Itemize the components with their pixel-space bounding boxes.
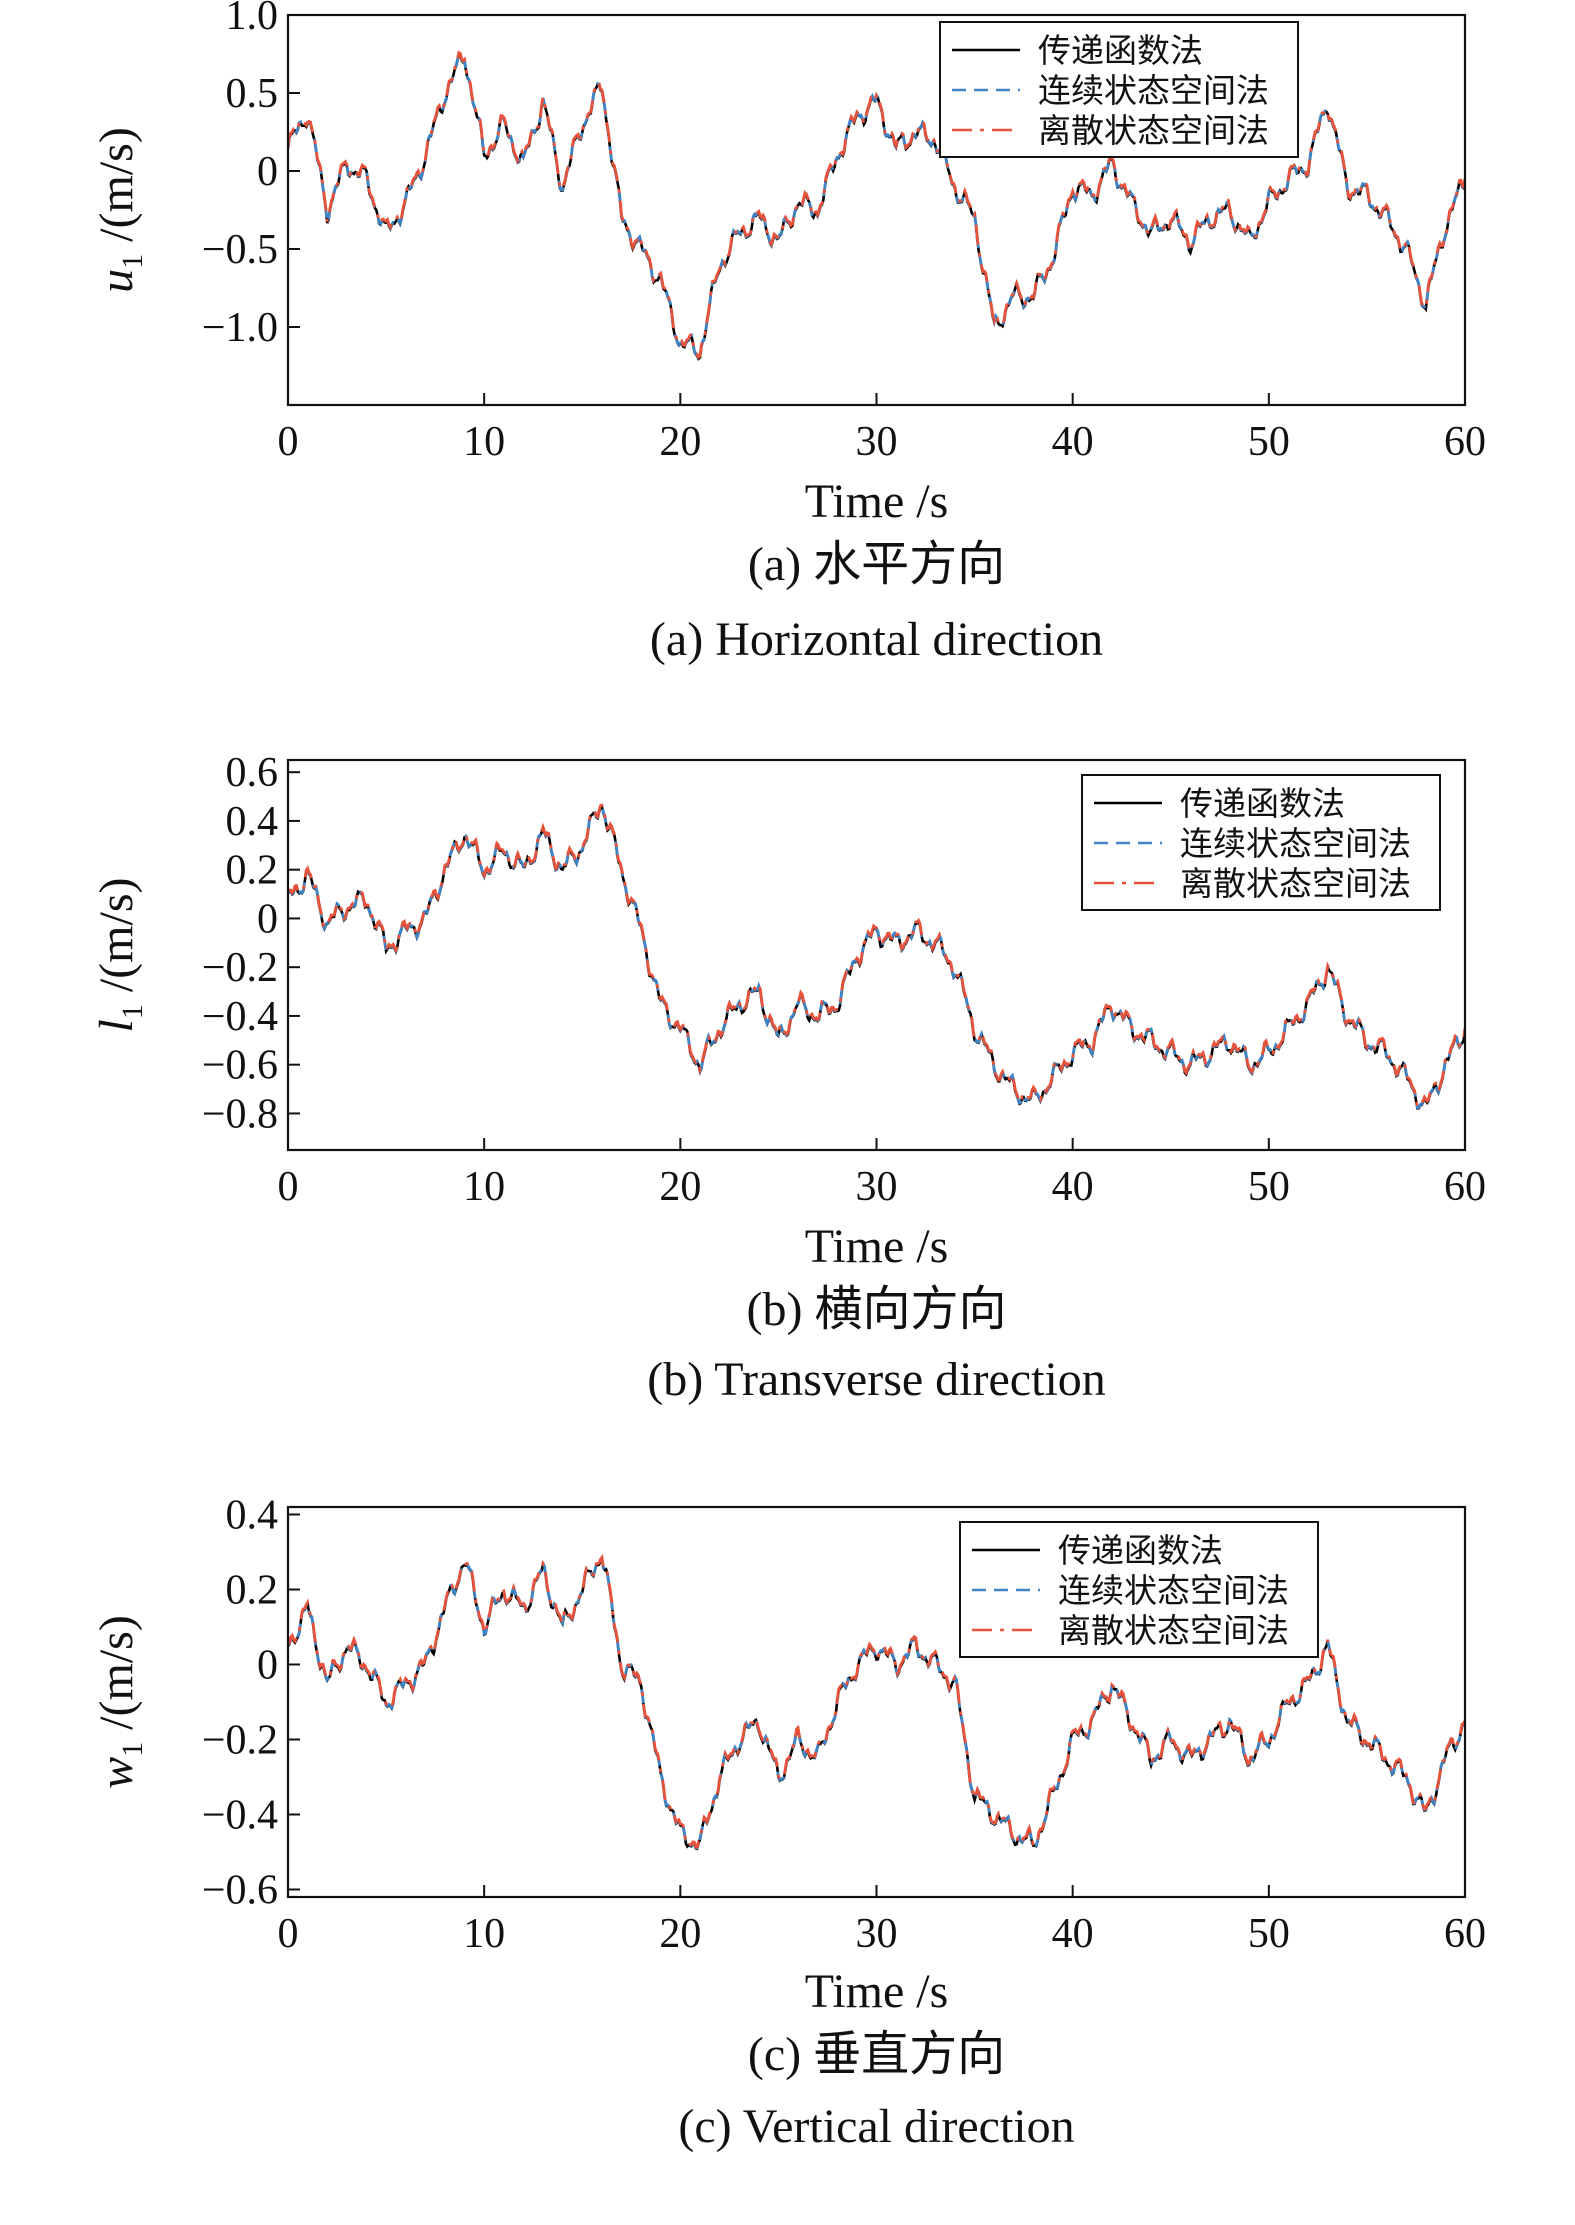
caption-chinese: (c) 垂直方向 xyxy=(748,2028,1005,2081)
y-tick-label: 0.4 xyxy=(226,1493,279,1539)
x-tick-label: 60 xyxy=(1444,1164,1486,1210)
x-tick-label: 40 xyxy=(1052,1911,1094,1957)
y-tick-label: 0 xyxy=(257,1643,278,1689)
y-axis-subscript: 1 xyxy=(116,254,149,269)
x-axis-label: Time /s xyxy=(805,1965,949,2018)
x-tick-label: 20 xyxy=(659,419,701,465)
y-axis-label: w1 /(m/s) xyxy=(90,1615,149,1789)
legend-label-1: 传递函数法 xyxy=(1058,1531,1223,1570)
y-tick-label: 0.5 xyxy=(226,71,279,117)
legend-label-1: 传递函数法 xyxy=(1038,31,1203,70)
x-tick-label: 10 xyxy=(463,1911,505,1957)
chart-horizontal: 1.0 0.5 0 −0.5 −1.0 0 10 20 30 40 50 60 u1 /(m/s) Time… xyxy=(90,0,1486,666)
y-axis-unit: /(m/s) xyxy=(90,878,143,993)
y-tick-label: 0.6 xyxy=(226,750,279,796)
x-axis-label: Time /s xyxy=(805,475,949,528)
x-axis-label: Time /s xyxy=(805,1220,949,1273)
y-tick-label: 0.2 xyxy=(226,1568,279,1614)
x-tick-label: 50 xyxy=(1248,419,1290,465)
y-tick-label: −0.2 xyxy=(202,945,278,991)
x-tick-label: 0 xyxy=(278,419,299,465)
x-tick-label: 20 xyxy=(659,1911,701,1957)
x-tick-label: 0 xyxy=(278,1164,299,1210)
legend-label-3: 离散状态空间法 xyxy=(1180,864,1411,903)
panel-horizontal: 1.0 0.5 0 −0.5 −1.0 0 10 20 30 40 50 60 u1 /(m/s) Time… xyxy=(0,0,1575,740)
y-tick-label: −0.2 xyxy=(202,1718,278,1764)
y-axis-symbol: w xyxy=(90,1757,143,1789)
y-tick-label: −0.6 xyxy=(202,1868,278,1914)
y-axis-unit: /(m/s) xyxy=(90,1615,143,1730)
y-axis-subscript: 1 xyxy=(116,1004,149,1019)
x-tick-label: 20 xyxy=(659,1164,701,1210)
caption-chinese: (a) 水平方向 xyxy=(748,538,1005,591)
x-tick-label: 10 xyxy=(463,1164,505,1210)
svg-text:u1/(m/s): u1 /(m/s) xyxy=(90,127,149,293)
y-tick-label: −0.4 xyxy=(202,994,278,1040)
legend-label-2: 连续状态空间法 xyxy=(1058,1571,1289,1610)
y-tick-label: −0.5 xyxy=(202,227,278,273)
caption-english: (c) Vertical direction xyxy=(678,2100,1074,2153)
panel-transverse: 0.6 0.4 0.2 0 −0.2 −0.4 −0.6 −0.8 0 10 20 30 40 50 60 l… xyxy=(0,740,1575,1480)
panel-vertical: 0.4 0.2 0 −0.2 −0.4 −0.6 0 10 20 30 40 50 60 w1/(m/s)… xyxy=(0,1485,1575,2225)
y-tick-label: −0.4 xyxy=(202,1793,278,1839)
svg-text:w1/(m/s): w1 /(m/s) xyxy=(90,1615,149,1789)
svg-text:l1/(m/s): l1 /(m/s) xyxy=(90,878,149,1033)
y-axis-symbol: u xyxy=(90,269,143,293)
x-tick-label: 0 xyxy=(278,1911,299,1957)
y-tick-label: 0.2 xyxy=(226,848,279,894)
chart-vertical: 0.40.20−0.2−0.4−0.60 10 20 30 40 50 60w1/(m/s)… xyxy=(90,1493,1486,2154)
caption-english: (a) Horizontal direction xyxy=(650,613,1103,666)
x-tick-label: 40 xyxy=(1052,419,1094,465)
x-tick-label: 40 xyxy=(1052,1164,1094,1210)
y-tick-label: 0 xyxy=(257,896,278,942)
x-tick-label: 30 xyxy=(856,1911,898,1957)
y-axis-symbol: l xyxy=(90,1019,143,1032)
chart-transverse: 0.60.40.20−0.2−0.4−0.6−0.80 10 20 30 40 50 60l… xyxy=(90,750,1486,1406)
legend-label-3: 离散状态空间法 xyxy=(1058,1611,1289,1650)
y-tick-label: 1.0 xyxy=(226,0,279,39)
y-axis-unit: /(m/s) xyxy=(90,127,143,242)
x-tick-label: 30 xyxy=(856,419,898,465)
caption-english: (b) Transverse direction xyxy=(647,1353,1106,1406)
y-tick-label: 0.4 xyxy=(226,799,279,845)
x-tick-label: 50 xyxy=(1248,1911,1290,1957)
series-line-3 xyxy=(288,803,1465,1109)
caption-chinese: (b) 横向方向 xyxy=(747,1283,1007,1336)
y-axis-subscript: 1 xyxy=(116,1742,149,1757)
series-line-3 xyxy=(288,50,1465,360)
y-tick-label: −0.6 xyxy=(202,1043,278,1089)
x-tick-label: 60 xyxy=(1444,419,1486,465)
series-line-2 xyxy=(288,1554,1465,1850)
legend-label-1: 传递函数法 xyxy=(1180,784,1345,823)
x-tick-label: 50 xyxy=(1248,1164,1290,1210)
x-tick-label: 30 xyxy=(856,1164,898,1210)
legend-label-2: 连续状态空间法 xyxy=(1038,71,1269,110)
y-axis-label: l1 /(m/s) xyxy=(90,878,149,1033)
y-axis-label: u1 /(m/s) xyxy=(90,127,149,293)
y-tick-label: −1.0 xyxy=(202,305,278,351)
x-tick-label: 10 xyxy=(463,419,505,465)
legend-label-2: 连续状态空间法 xyxy=(1180,824,1411,863)
legend-label-3: 离散状态空间法 xyxy=(1038,111,1269,150)
y-tick-label: −0.8 xyxy=(202,1091,278,1137)
x-tick-label: 60 xyxy=(1444,1911,1486,1957)
y-tick-label: 0 xyxy=(257,149,278,195)
